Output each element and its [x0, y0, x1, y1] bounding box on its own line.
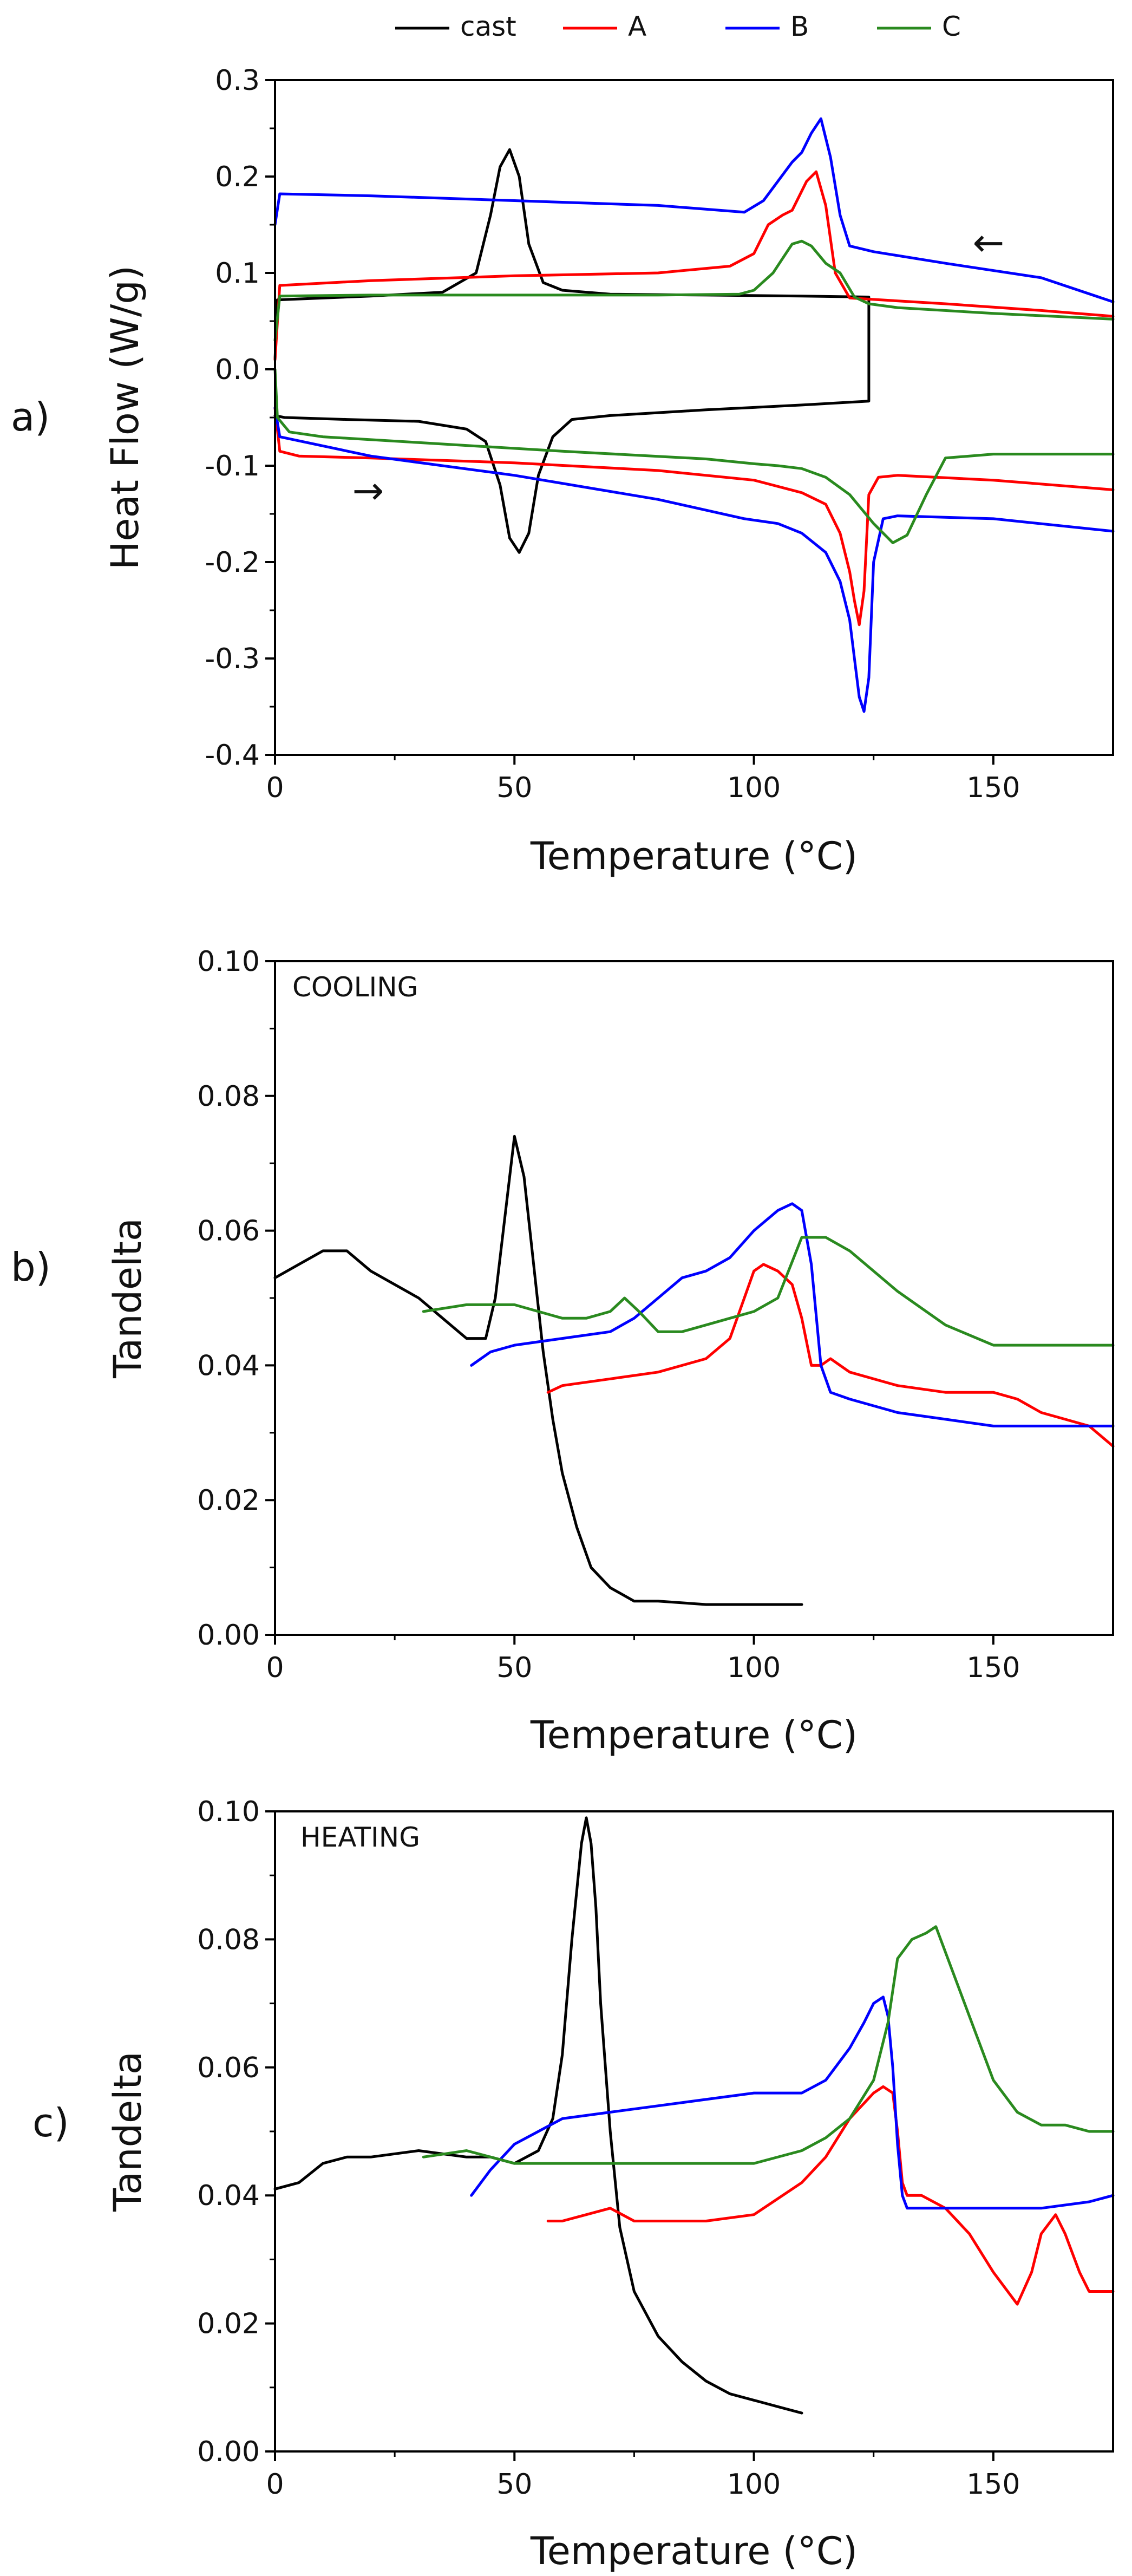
legend-label-c: C: [942, 11, 961, 42]
y-tick-label-a-2: -0.2: [205, 546, 260, 579]
series-line-a-a-2: [273, 406, 1115, 627]
legend: cast A B C: [395, 11, 961, 42]
legend-entry-cast: cast: [395, 11, 516, 42]
y-tick-label-b-2: 0.04: [197, 1349, 260, 1382]
series-line-c-b-3: [422, 1236, 1115, 1347]
series-line-cast-b-0: [273, 1134, 803, 1606]
series-line-c-a-5: [273, 239, 1115, 342]
chart-title-b: COOLING: [292, 971, 418, 1003]
y-tick-label-a-6: 0.2: [215, 161, 260, 193]
panel-b: b) 0 50 100 150 0.00 0.02 0.04 0.06 0.08 0.10 COO…: [11, 945, 1115, 1757]
series-line-b-a-4: [273, 406, 1115, 713]
x-tick-label-b-2: 100: [727, 1652, 781, 1684]
y-tick-label-b-3: 0.06: [197, 1215, 260, 1248]
heating-direction-arrow: →: [352, 468, 384, 513]
x-tick-label-a-2: 100: [727, 772, 781, 804]
series-line-c-a-6: [273, 368, 1115, 544]
x-tick-label-a-0: 0: [266, 772, 284, 804]
plot-frame-c: [274, 1810, 1114, 2453]
panel-a: a) 0 50 100 150 -0.4 -0.3 -0.2 -0.1 0.0 0.1 0.2 0.3…: [11, 64, 1115, 878]
chart-title-c: HEATING: [300, 1822, 420, 1853]
y-tick-label-c-1: 0.02: [197, 2308, 260, 2340]
x-tick-label-a-3: 150: [966, 772, 1020, 804]
x-tick-label-b-1: 50: [496, 1652, 532, 1684]
y-tick-label-b-0: 0.00: [197, 1619, 260, 1652]
plot-area-b: 0 50 100 150 0.00 0.02 0.04 0.06 0.08 0.10: [197, 945, 1115, 1684]
legend-label-a: A: [628, 11, 646, 42]
y-tick-label-c-5: 0.10: [197, 1796, 260, 1828]
x-tick-label-c-3: 150: [966, 2468, 1020, 2501]
y-tick-label-b-1: 0.02: [197, 1484, 260, 1517]
panel-c: c) 0 50 100 150 0.00 0.02 0.04 0.06 0.08 0.10 HEA…: [32, 1796, 1115, 2573]
y-tick-label-a-7: 0.3: [215, 64, 260, 97]
x-tick-label-c-2: 100: [727, 2468, 781, 2501]
plot-frame-a: [274, 79, 1114, 756]
y-tick-label-a-5: 0.1: [215, 257, 260, 290]
legend-label-b: B: [790, 11, 809, 42]
cooling-direction-arrow: ←: [973, 220, 1005, 265]
series-line-a-b-1: [546, 1263, 1115, 1448]
y-tick-label-b-4: 0.08: [197, 1080, 260, 1113]
y-tick-label-c-4: 0.08: [197, 1923, 260, 1956]
panel-label-a: a): [11, 394, 50, 440]
legend-entry-c: C: [877, 11, 961, 42]
legend-label-cast: cast: [460, 11, 516, 42]
legend-entry-a: A: [563, 11, 646, 42]
plot-frame-b: [274, 960, 1114, 1636]
panel-label-b: b): [11, 1244, 51, 1290]
y-axis-label-c: Tandelta: [106, 2051, 150, 2212]
y-tick-label-c-3: 0.06: [197, 2052, 260, 2084]
x-axis-label-b: Temperature (°C): [530, 1713, 858, 1757]
series-line-b-c-2: [470, 1995, 1115, 2210]
series-line-b-b-2: [470, 1202, 1115, 1427]
y-tick-label-a-3: -0.1: [205, 450, 260, 482]
y-axis-label-a: Heat Flow (W/g): [103, 265, 147, 570]
series-line-b-a-3: [273, 117, 1115, 303]
x-tick-label-b-0: 0: [266, 1652, 284, 1684]
x-tick-label-a-1: 50: [496, 772, 532, 804]
x-tick-label-b-3: 150: [966, 1652, 1020, 1684]
x-axis-label-c: Temperature (°C): [530, 2529, 858, 2573]
plot-area-c: 0 50 100 150 0.00 0.02 0.04 0.06 0.08 0.10: [197, 1796, 1115, 2501]
plot-area-a: 0 50 100 150 -0.4 -0.3 -0.2 -0.1 0.0 0.1 0.2 0.3: [205, 64, 1115, 804]
legend-entry-b: B: [725, 11, 809, 42]
y-tick-label-a-1: -0.3: [205, 643, 260, 675]
panel-label-c: c): [32, 2100, 69, 2145]
x-axis-label-a: Temperature (°C): [530, 834, 858, 878]
series-line-c-c-3: [422, 1925, 1115, 2165]
y-tick-label-a-4: 0.0: [215, 354, 260, 386]
y-axis-label-b: Tandelta: [106, 1218, 150, 1379]
x-tick-label-c-0: 0: [266, 2468, 284, 2501]
y-tick-label-c-2: 0.04: [197, 2180, 260, 2212]
y-tick-label-b-5: 0.10: [197, 945, 260, 978]
y-tick-label-c-0: 0.00: [197, 2436, 260, 2468]
y-tick-label-a-0: -0.4: [205, 739, 260, 772]
series-line-cast-c-0: [273, 1816, 803, 2415]
series-line-cast-a-0: [273, 148, 871, 554]
x-tick-label-c-1: 50: [496, 2468, 532, 2501]
series-line-a-a-1: [273, 170, 1115, 361]
